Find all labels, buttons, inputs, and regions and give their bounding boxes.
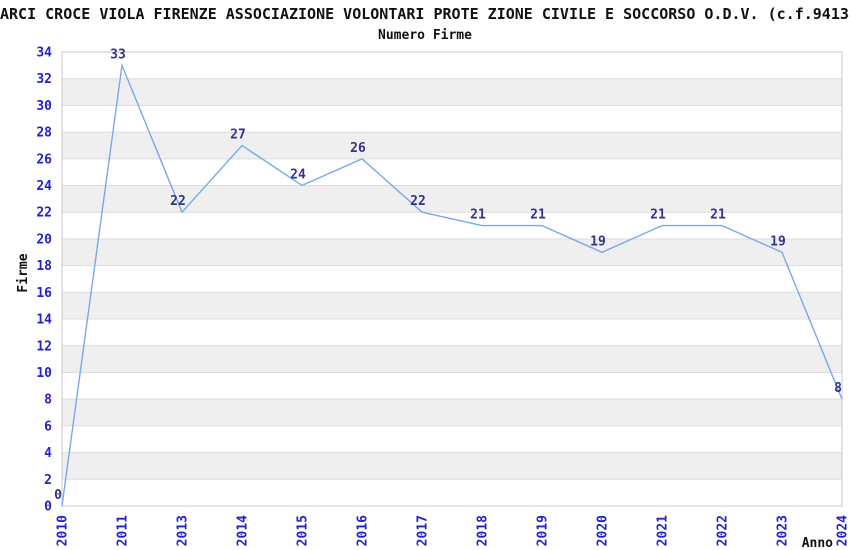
x-tick-label: 2010	[56, 515, 71, 546]
grid-band	[62, 78, 842, 106]
y-axis-title: Firme	[16, 253, 31, 292]
x-tick-label: 2022	[716, 515, 731, 546]
data-label: 21	[710, 208, 726, 223]
grid-band	[62, 399, 842, 426]
y-tick-label: 32	[36, 72, 52, 87]
y-tick-label: 2	[44, 473, 52, 488]
x-tick-label: 2013	[176, 515, 191, 546]
y-tick-label: 6	[44, 419, 52, 434]
data-label: 21	[530, 208, 546, 223]
x-tick-label: 2018	[476, 515, 491, 546]
x-tick-label: 2014	[236, 515, 251, 546]
y-tick-label: 34	[36, 46, 52, 61]
data-label: 0	[54, 488, 62, 503]
data-label: 19	[590, 234, 606, 249]
grid-band	[62, 238, 842, 266]
x-axis-title: Anno	[802, 536, 833, 550]
x-axis-tick-labels: 2010 2011 2013 2014 2015 2016 2017 2018 2019 2020…	[56, 515, 850, 546]
grid-band	[62, 452, 842, 480]
x-tick-label: 2011	[116, 515, 131, 546]
series-line	[61, 62, 843, 507]
y-tick-label: 4	[44, 446, 52, 461]
x-tick-label: 2019	[536, 515, 551, 546]
data-labels: 0 33 22 27 24 26 22 21 21 19 21 21 19 8	[54, 47, 842, 503]
y-tick-label: 10	[36, 366, 52, 381]
x-tick-label: 2021	[656, 515, 671, 546]
y-tick-label: 16	[36, 286, 52, 301]
data-label: 21	[470, 208, 486, 223]
y-tick-label: 0	[44, 500, 52, 515]
x-tick-label: 2023	[776, 515, 791, 546]
data-label: 22	[410, 194, 426, 209]
gridlines	[62, 78, 842, 480]
data-label: 27	[230, 128, 246, 143]
x-tick-label: 2024	[836, 515, 850, 546]
grid-band	[62, 132, 842, 159]
y-tick-label: 18	[36, 259, 52, 274]
data-label: 22	[170, 194, 186, 209]
y-tick-label: 12	[36, 339, 52, 354]
y-tick-label: 14	[36, 313, 52, 328]
grid-band	[62, 345, 842, 373]
y-tick-label: 30	[36, 99, 52, 114]
x-tick-label: 2017	[416, 515, 431, 546]
y-tick-label: 26	[36, 152, 52, 167]
x-tick-label: 2015	[296, 515, 311, 546]
plot-border	[61, 51, 843, 507]
x-tick-label: 2016	[356, 515, 371, 546]
chart-title: ARCI CROCE VIOLA FIRENZE ASSOCIAZIONE VO…	[0, 5, 850, 23]
grid-band	[62, 292, 842, 320]
y-tick-label: 28	[36, 126, 52, 141]
y-tick-label: 20	[36, 232, 52, 247]
chart-subtitle: Numero Firme	[378, 28, 472, 43]
y-tick-label: 22	[36, 206, 52, 221]
data-label: 24	[290, 168, 306, 183]
data-label: 21	[650, 208, 666, 223]
x-tick-label: 2020	[596, 515, 611, 546]
data-label: 26	[350, 141, 366, 156]
grid-bands	[62, 78, 842, 480]
grid-band	[62, 185, 842, 213]
y-tick-label: 8	[44, 393, 52, 408]
data-label: 33	[110, 47, 126, 62]
y-tick-label: 24	[36, 179, 52, 194]
data-label: 8	[834, 381, 842, 396]
data-label: 19	[770, 234, 786, 249]
